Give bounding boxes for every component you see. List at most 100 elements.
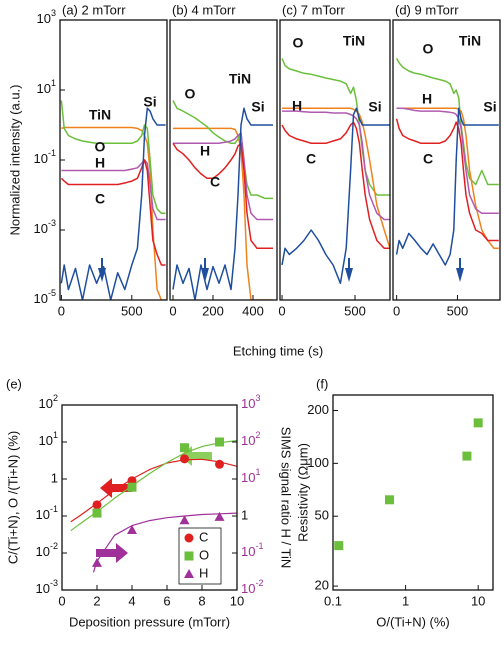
series-line bbox=[173, 132, 273, 221]
tick-label-exponent: -1 bbox=[48, 148, 56, 158]
series-line bbox=[61, 126, 166, 300]
marker bbox=[215, 459, 224, 469]
tick-label: 10-3 bbox=[34, 218, 56, 236]
tick-label-base: 10 bbox=[241, 433, 255, 448]
tick-label: 102 bbox=[39, 393, 58, 411]
tick-label-base: 10 bbox=[37, 11, 51, 26]
tick-label: 6 bbox=[163, 593, 170, 608]
tick-label: 102 bbox=[241, 430, 260, 448]
tick-label: 101 bbox=[37, 78, 56, 96]
series-label: O bbox=[95, 139, 106, 155]
tick-label: 10-3 bbox=[36, 578, 58, 596]
marker bbox=[92, 557, 102, 567]
tick-label: 101 bbox=[39, 430, 58, 448]
y2-axis-label: SIMS signal ratio H / TiN bbox=[279, 427, 294, 569]
arrow bbox=[98, 268, 106, 282]
series-label: TiN bbox=[229, 71, 251, 87]
tick-label-base: 10 bbox=[241, 581, 255, 596]
tick-label: 8 bbox=[198, 593, 205, 608]
y-axis-label: Normalized intensity (a.u.) bbox=[7, 85, 22, 236]
arrow bbox=[96, 543, 128, 563]
arrow bbox=[201, 268, 209, 282]
legend-marker bbox=[184, 551, 194, 561]
series-line bbox=[60, 100, 166, 215]
arrow bbox=[100, 478, 132, 498]
series-line bbox=[281, 121, 390, 250]
frame bbox=[59, 19, 168, 301]
series-line bbox=[60, 107, 166, 300]
tick-label: 20 bbox=[315, 578, 329, 593]
series-line bbox=[60, 159, 166, 266]
marker bbox=[127, 482, 137, 492]
tick-label: 10-2 bbox=[241, 578, 263, 596]
tick-label: 1 bbox=[402, 593, 409, 608]
marker bbox=[92, 508, 102, 518]
tick-label: 0 bbox=[278, 303, 285, 318]
tick-label: 101 bbox=[241, 467, 260, 485]
tick-label: 500 bbox=[344, 303, 366, 318]
tick-label-base: 10 bbox=[34, 291, 48, 306]
series-label: Si bbox=[483, 99, 496, 115]
tick-label-exponent: 3 bbox=[255, 393, 260, 403]
tick-label: 10-2 bbox=[36, 541, 58, 559]
y-axis-label: Resistivity (Ωμm) bbox=[295, 443, 310, 542]
tick-label: 2 bbox=[93, 593, 100, 608]
series-line bbox=[282, 107, 390, 249]
marker bbox=[179, 515, 190, 525]
tick-label: 0.1 bbox=[324, 593, 342, 608]
tick-label-exponent: -1 bbox=[50, 504, 58, 514]
frame bbox=[332, 394, 494, 591]
marker bbox=[180, 454, 189, 464]
marker bbox=[473, 418, 483, 428]
fit-line bbox=[70, 439, 238, 532]
series-line bbox=[395, 107, 499, 266]
panel-title: (d) 9 mTorr bbox=[395, 2, 459, 17]
series-line bbox=[281, 58, 390, 196]
tick-label-exponent: 1 bbox=[53, 430, 58, 440]
tick-label-base: 10 bbox=[34, 221, 48, 236]
legend-label: C bbox=[199, 529, 208, 544]
marker bbox=[92, 500, 102, 510]
frame bbox=[279, 19, 391, 301]
tick-label: 200 bbox=[202, 303, 224, 318]
series-line bbox=[61, 159, 166, 221]
tick-label-base: 10 bbox=[36, 581, 50, 596]
tick-label: 50 bbox=[315, 508, 329, 523]
series-label: H bbox=[95, 155, 105, 171]
tick-label-exponent: -3 bbox=[48, 218, 56, 228]
tick-label: 1 bbox=[241, 507, 248, 522]
tick-label: 1 bbox=[51, 470, 58, 485]
tick-label-exponent: 3 bbox=[51, 8, 56, 18]
legend-marker bbox=[184, 569, 194, 578]
tick-label: 0 bbox=[169, 303, 176, 318]
tick-label: 103 bbox=[37, 8, 56, 26]
y-axis-label: C/(Ti+N), O /(Ti+N) (%) bbox=[5, 431, 20, 564]
marker bbox=[127, 524, 137, 534]
arrow bbox=[345, 268, 353, 282]
tick-label-exponent: 1 bbox=[51, 78, 56, 88]
fit-line bbox=[70, 458, 238, 523]
series-line bbox=[172, 100, 273, 200]
panel-title: (b) 4 mTorr bbox=[172, 2, 236, 17]
tick-label-exponent: -2 bbox=[50, 541, 58, 551]
series-label: O bbox=[423, 41, 434, 57]
marker bbox=[384, 495, 394, 505]
series-label: Si bbox=[368, 99, 381, 115]
marker bbox=[334, 541, 344, 551]
marker bbox=[462, 451, 472, 461]
series-line bbox=[172, 107, 273, 300]
tick-label: 10 bbox=[471, 593, 485, 608]
arrow bbox=[456, 268, 464, 282]
marker bbox=[215, 437, 224, 447]
tick-label-base: 10 bbox=[36, 507, 50, 522]
series-label: O bbox=[293, 35, 304, 51]
legend-label: O bbox=[199, 547, 209, 562]
tick-label-exponent: -2 bbox=[255, 578, 263, 588]
tick-label: 200 bbox=[307, 402, 329, 417]
tick-label-base: 10 bbox=[241, 396, 255, 411]
x-axis-label: O/(Ti+N) (%) bbox=[376, 614, 450, 629]
tick-label-exponent: 1 bbox=[255, 467, 260, 477]
series-line bbox=[395, 58, 499, 186]
frame bbox=[169, 19, 278, 301]
